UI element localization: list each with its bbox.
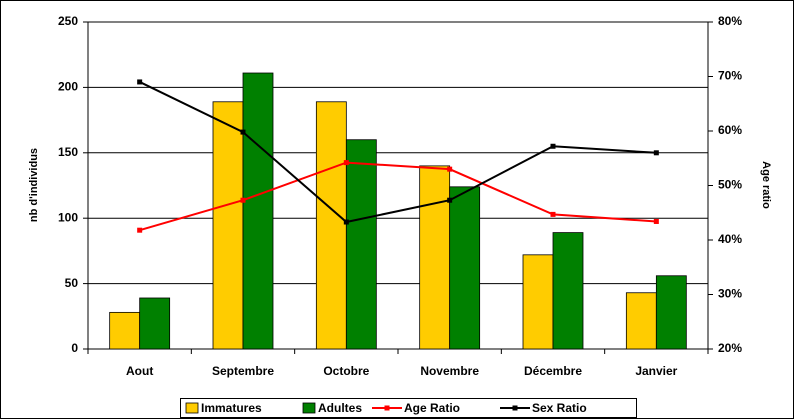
marker [653,218,659,224]
y-tick-label: 250 [58,14,78,28]
marker [343,160,349,166]
x-tick-label: Novembre [420,364,479,378]
line [139,81,657,224]
y2-axis-label: Age ratio [760,161,772,209]
legend-label: Age Ratio [404,401,460,415]
bar [109,311,141,350]
x-tick-label: Janvier [635,364,677,378]
y2-tick-label: 80% [718,14,742,28]
y-tick-label: 0 [71,341,78,355]
marker [550,143,556,149]
y-tick-label: 150 [58,145,78,159]
legend-label: Adultes [318,401,362,415]
y-tick-label: 200 [58,80,78,94]
x-tick-label: Décembre [524,364,582,378]
bar [139,297,171,350]
y-tick-label: 50 [65,276,79,290]
y2-tick-label: 40% [718,232,742,246]
y2-tick-label: 30% [718,287,742,301]
x-tick-label: Septembre [212,364,274,378]
x-tick-label: Octobre [323,364,369,378]
marker [447,166,453,172]
legend-box [180,398,637,418]
bar [419,165,451,350]
y-tick-label: 100 [58,210,78,224]
bar [522,254,554,350]
legend-label: Immatures [201,401,262,415]
legend-marker [512,405,518,411]
marker [447,197,453,203]
y2-tick-label: 70% [718,69,742,83]
marker [137,227,143,233]
marker [240,197,246,203]
bar [315,101,347,350]
bar [552,232,584,350]
y-axis-label: nb d'individus [28,148,40,222]
y2-tick-label: 20% [718,341,742,355]
legend-marker [384,405,390,411]
bar [242,72,274,350]
legend-label: Sex Ratio [532,401,587,415]
marker [550,211,556,217]
x-tick-label: Aout [126,364,153,378]
bar [625,292,657,350]
y2-tick-label: 50% [718,178,742,192]
marker [343,219,349,225]
bar [655,275,687,350]
bar [449,186,481,350]
marker [240,129,246,135]
legend-swatch [185,402,199,414]
marker [653,150,659,156]
y2-tick-label: 60% [718,123,742,137]
bar [345,139,377,350]
legend-swatch [302,402,316,414]
bar [212,101,244,350]
line [139,161,657,232]
marker [137,79,143,85]
